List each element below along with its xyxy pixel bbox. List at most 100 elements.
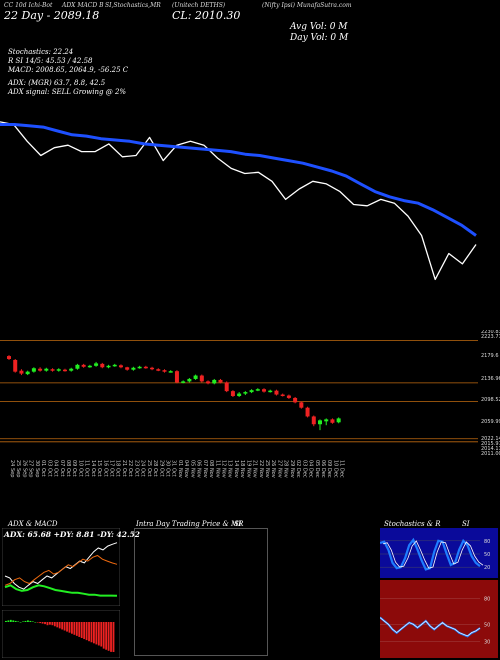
intraday-panel [134, 528, 268, 656]
x-tick-label: 28 Oct [152, 460, 158, 477]
macd-bar [46, 622, 49, 626]
price-line [0, 121, 477, 281]
macd-bar [88, 622, 90, 642]
x-tick-label: 13 Nov [227, 460, 233, 478]
rsi-bg [380, 580, 498, 658]
candle-body [255, 389, 260, 391]
x-tick-label: 02 Dec [295, 460, 301, 478]
header-item: (Unitech DETHS) [172, 2, 226, 9]
macd-bar [56, 622, 59, 628]
macd-bar [80, 622, 83, 638]
candle-body [318, 420, 322, 425]
y-tick-label: 2022.14 [481, 436, 500, 442]
macd-bar [83, 622, 86, 640]
x-tick-label: 18 Oct [115, 460, 121, 477]
x-tick-label: 29 Nov [289, 460, 295, 478]
candle-body [212, 379, 217, 384]
rsi-tick: 30 [484, 639, 490, 645]
x-tick-label: 26 Nov [270, 460, 276, 478]
x-tick-label: 01 Nov [177, 460, 183, 478]
macd-bar [29, 620, 32, 622]
candle-body [274, 390, 279, 395]
y-tick-label: 2230.83 [481, 330, 500, 335]
macd-bar [12, 620, 15, 622]
x-tick-label: 26 Sep [21, 460, 27, 477]
macd-bar [7, 620, 10, 622]
intraday-panel-title: Intra Day Trading Price & MR [136, 520, 244, 528]
macd-bar [68, 622, 71, 633]
x-tick-label: 25 Sep [15, 460, 21, 477]
macd-bar [73, 622, 76, 635]
macd-bar [51, 622, 54, 626]
candle-body [199, 375, 204, 382]
candle-body [187, 378, 192, 382]
macd-bar [14, 620, 17, 622]
adx-panel [2, 528, 120, 606]
candle-body [44, 368, 49, 371]
y-tick-label: 2014.11 [481, 446, 500, 452]
candle-body [150, 367, 155, 370]
x-tick-label: 05 Nov [189, 460, 195, 478]
stochastics-panel: 80 50 20 [380, 528, 498, 578]
x-tick-label: 04 Oct [53, 460, 59, 477]
x-tick-label: 04 Nov [183, 460, 189, 478]
x-tick-label: 31 Oct [171, 460, 177, 477]
macd-bar [90, 622, 93, 643]
macd-bar [71, 622, 73, 634]
day-vol: Day Vol: 0 M [290, 33, 349, 43]
stoch-d-line [382, 540, 484, 569]
macd-bar [112, 622, 115, 652]
rsi-panel: 80 50 30 [380, 580, 498, 658]
intraday-panel-title-right: SI [234, 520, 242, 528]
x-tick-label: 17 Oct [109, 460, 115, 477]
x-tick-label: 11 Dec [339, 460, 345, 478]
x-tick-label: 14 Oct [90, 460, 96, 477]
y-tick-label: 2015.97 [481, 441, 500, 447]
macd-bar [39, 622, 42, 624]
candle-body [106, 365, 111, 368]
x-tick-label: 01 Oct [40, 460, 46, 477]
macd-bar [58, 622, 61, 629]
candle-body [156, 369, 161, 371]
macd-bar [41, 622, 44, 624]
macd-bar [17, 621, 20, 622]
x-tick-label: 06 Dec [320, 460, 326, 478]
macd-bar [66, 622, 68, 632]
x-tick-label: 19 Nov [245, 460, 251, 478]
x-tick-label: 21 Oct [121, 460, 127, 477]
period-title: 22 Day - 2089.18 [4, 9, 100, 22]
candle-body [94, 363, 99, 366]
adx-values: ADX: 65.68 +DY: 8.81 -DY: 42.52 [4, 530, 140, 539]
x-tick-label: 04 Dec [308, 460, 314, 478]
candle-body [75, 364, 80, 369]
x-tick-label: 07 Nov [202, 460, 208, 478]
x-tick-label: 18 Nov [239, 460, 245, 478]
macd-bar [44, 622, 46, 625]
candle-body [218, 379, 223, 383]
macd-bar [22, 621, 24, 622]
candle-body [7, 356, 11, 359]
macd-bar [27, 620, 29, 622]
adx-series-2 [4, 554, 118, 586]
rsi-signal-line [380, 617, 481, 637]
macd-bar [95, 622, 98, 645]
candle-body [330, 419, 335, 423]
x-tick-label: 21 Nov [252, 460, 258, 478]
adx-readout: ADX: (MGR) 63.7, 8.8, 42.5 [8, 79, 106, 87]
candle-body [31, 368, 36, 372]
x-tick-label: 06 Nov [196, 460, 202, 478]
y-tick-label: 2011.00 [481, 451, 500, 457]
macd-bar [102, 622, 105, 649]
x-tick-label: 30 Oct [165, 460, 171, 477]
candle-body [38, 368, 43, 371]
candle-body [69, 368, 74, 371]
x-tick-label: 12 Nov [220, 460, 226, 478]
candle-body [62, 369, 67, 372]
stoch-tick: 20 [484, 565, 490, 571]
candle-body [118, 365, 123, 368]
candle-body [125, 367, 130, 370]
candle-body [324, 419, 329, 422]
candle-body [224, 382, 229, 392]
candle-body [162, 370, 167, 372]
